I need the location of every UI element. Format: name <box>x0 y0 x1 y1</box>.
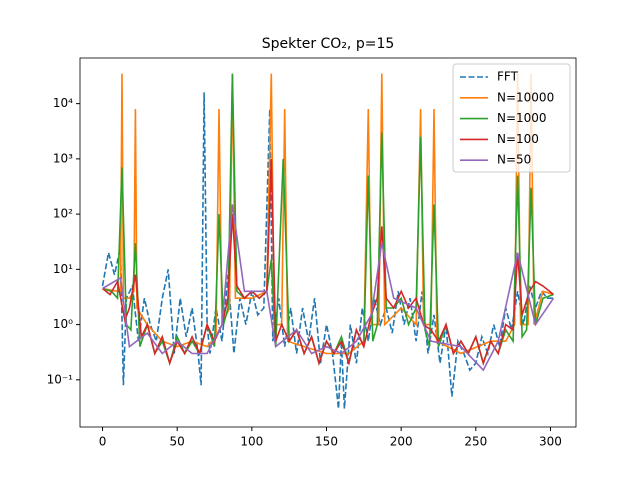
y-tick-label: 10⁰ <box>53 317 73 331</box>
legend-label: N=10000 <box>497 90 554 104</box>
x-tick-label: 300 <box>539 435 562 449</box>
x-tick-label: 0 <box>99 435 107 449</box>
x-tick-label: 250 <box>464 435 487 449</box>
plot-area <box>101 73 555 409</box>
series-line <box>101 92 554 409</box>
y-tick-label: 10¹ <box>53 262 73 276</box>
x-tick-label: 200 <box>390 435 413 449</box>
y-tick-label: 10³ <box>53 151 73 165</box>
y-tick-label: 10² <box>53 207 73 221</box>
legend-label: N=1000 <box>497 111 547 125</box>
axes-frame <box>79 57 577 428</box>
x-tick-label: 100 <box>240 435 263 449</box>
series-line <box>102 73 554 355</box>
legend-label: N=100 <box>497 132 539 146</box>
legend-box <box>452 63 571 173</box>
chart-title: Spekter CO₂, p=15 <box>262 36 395 52</box>
y-tick-label: 10⁻¹ <box>47 372 74 386</box>
legend-label: FFT <box>497 70 519 84</box>
x-tick-label: 150 <box>315 435 338 449</box>
series-line <box>102 158 555 367</box>
x-tick-label: 50 <box>170 435 185 449</box>
y-tick-label: 10⁴ <box>53 96 73 110</box>
series-line <box>102 204 555 372</box>
legend-label: N=50 <box>497 153 531 167</box>
